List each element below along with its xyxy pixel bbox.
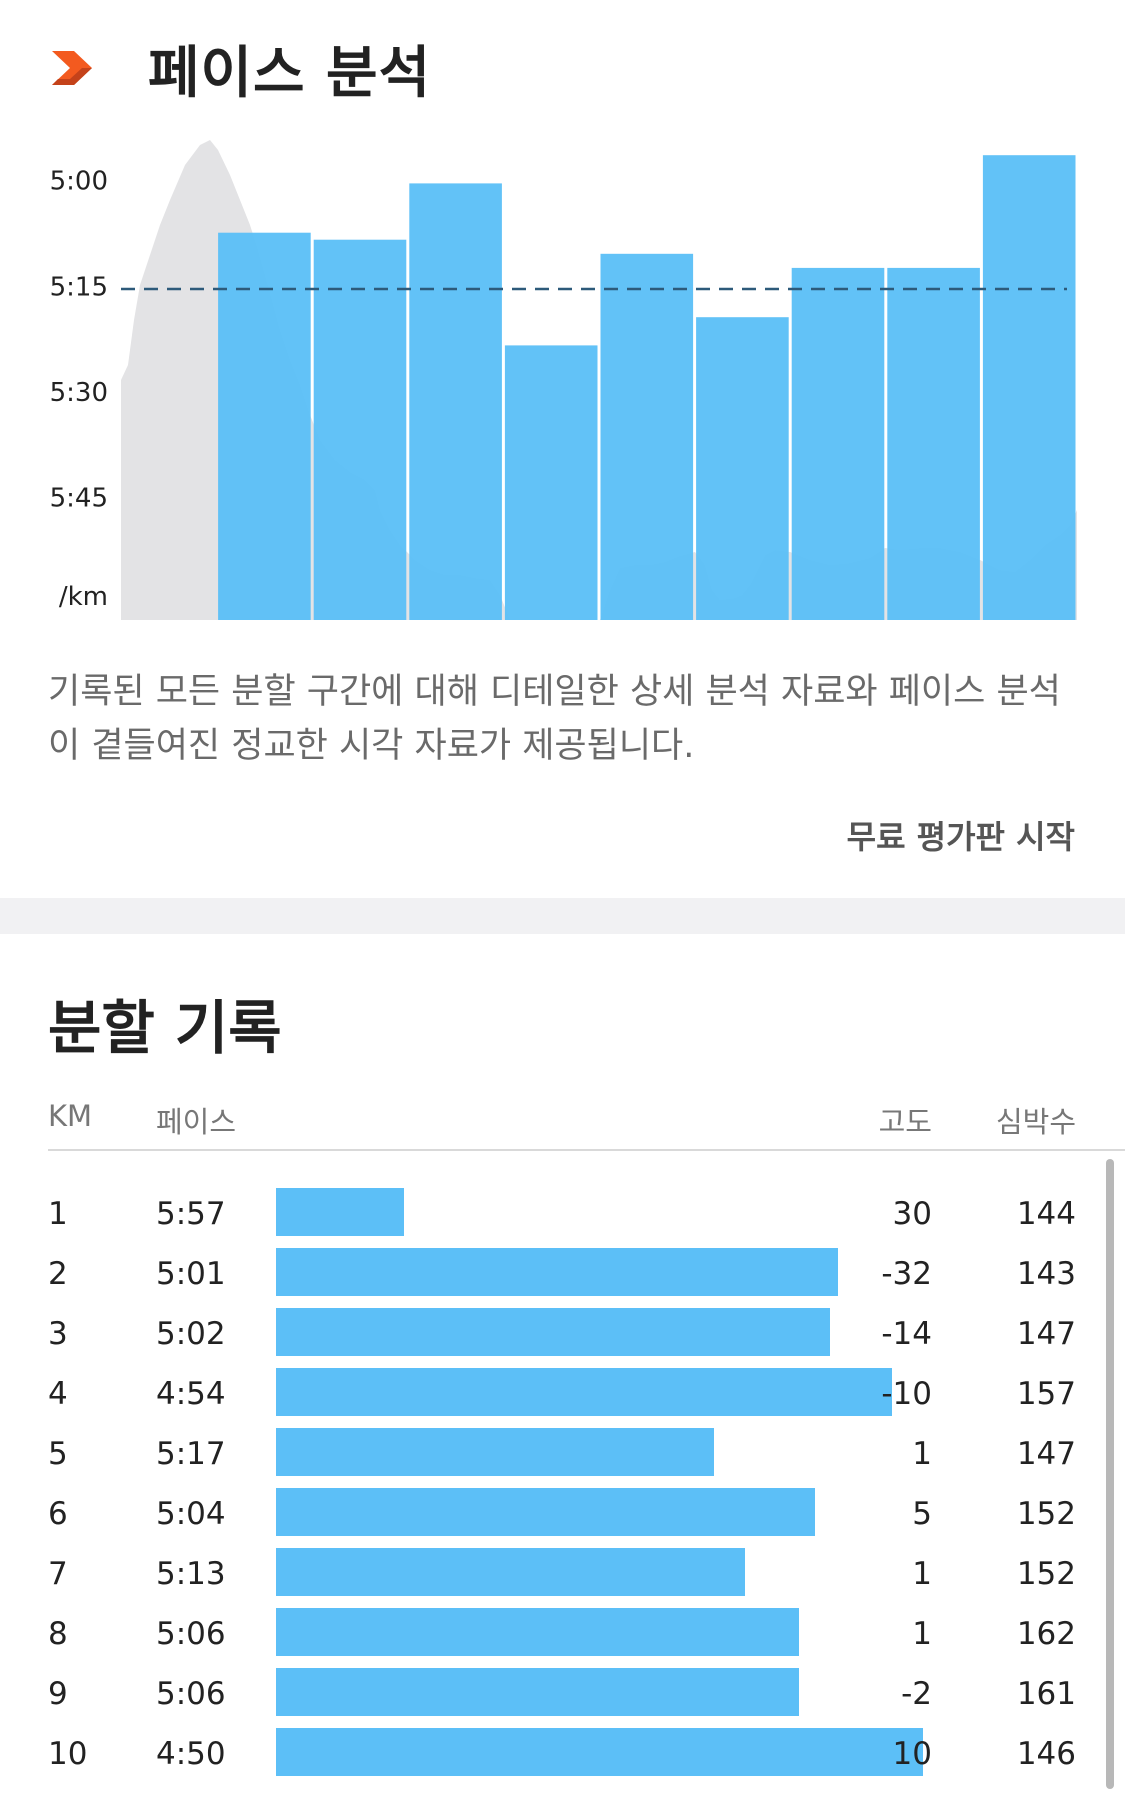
split-elevation: -10 [881,1376,932,1412]
split-km: 5 [48,1436,68,1472]
split-pace-bar [276,1428,714,1476]
split-row: 2 5:01 -32 143 [0,1244,1125,1304]
split-heart-rate: 157 [1016,1376,1076,1412]
split-pace: 5:17 [156,1436,226,1472]
pace-bars [218,155,1076,621]
split-pace-bar [276,1608,799,1656]
pace-bar [504,345,598,620]
split-heart-rate: 161 [1016,1676,1076,1712]
col-header-heart-rate: 심박수 [995,1105,1076,1139]
pace-bar [409,183,502,620]
pace-analysis-section: 페이스 분석 5:00 5:15 5:30 5:45 /km 기록된 모든 분할 구간… [0,0,1125,898]
y-tick-label: 5:30 [50,378,108,408]
section-divider [0,898,1125,934]
split-pace: 5:01 [156,1256,226,1292]
header-divider [48,1149,1125,1151]
split-pace: 5:06 [156,1616,226,1652]
splits-title: 분할 기록 [48,994,282,1062]
split-row: 10 4:50 10 146 [0,1724,1125,1784]
pace-chart: 5:00 5:15 5:30 5:45 /km [50,140,1077,621]
pace-bar [218,232,311,620]
split-heart-rate: 143 [1016,1256,1076,1292]
scrollbar[interactable] [1106,1159,1114,1789]
split-elevation: 5 [912,1496,932,1532]
y-tick-label: 5:45 [50,484,108,514]
split-elevation: 10 [892,1736,932,1772]
pace-analysis-header: 페이스 분석 [52,28,431,108]
split-row: 8 5:06 1 162 [0,1604,1125,1664]
pace-bar [313,239,407,620]
pace-bar [982,155,1076,620]
split-pace-bar [276,1188,404,1236]
split-km: 10 [48,1736,88,1772]
split-pace: 5:06 [156,1676,226,1712]
split-row: 5 5:17 1 147 [0,1424,1125,1484]
split-row: 1 5:57 30 144 [0,1184,1125,1244]
pace-analysis-description: 기록된 모든 분할 구간에 대해 디테일한 상세 분석 자료와 페이스 분석이 … [48,672,1061,766]
split-elevation: 1 [912,1436,932,1472]
split-heart-rate: 146 [1016,1736,1076,1772]
split-row: 7 5:13 1 152 [0,1544,1125,1604]
split-pace-bar [276,1308,830,1356]
y-axis-unit-label: /km [59,582,108,612]
split-pace: 5:04 [156,1496,226,1532]
col-header-pace: 페이스 [156,1105,237,1139]
split-km: 2 [48,1256,68,1292]
split-elevation: -2 [901,1676,932,1712]
split-heart-rate: 147 [1016,1436,1076,1472]
split-pace: 5:02 [156,1316,226,1352]
start-free-trial-link[interactable]: 무료 평가판 시작 [846,818,1075,856]
split-heart-rate: 144 [1016,1196,1076,1232]
split-pace: 5:13 [156,1556,226,1592]
split-pace-bar [276,1728,923,1776]
split-pace-bar [276,1548,745,1596]
split-row: 9 5:06 -2 161 [0,1664,1125,1724]
pace-analysis-title: 페이스 분석 [148,40,432,106]
split-row: 3 5:02 -14 147 [0,1304,1125,1364]
split-pace: 4:54 [156,1376,226,1412]
split-km: 1 [48,1196,68,1232]
split-elevation: 1 [912,1556,932,1592]
split-heart-rate: 147 [1016,1316,1076,1352]
splits-section: 분할 기록 KM 페이스 고도 심박수 1 5:57 30 144 2 5:01 -32 14… [0,934,1125,1803]
split-elevation: -32 [881,1256,932,1292]
split-elevation: 30 [892,1196,932,1232]
pace-bar [791,267,885,620]
col-header-km: KM [48,1099,93,1133]
split-pace-bar [276,1488,815,1536]
split-pace-bar [276,1668,799,1716]
split-km: 3 [48,1316,68,1352]
strava-chevron-icon [52,51,92,85]
split-row: 4 4:54 -10 157 [0,1364,1125,1424]
split-heart-rate: 162 [1016,1616,1076,1652]
split-pace-bar [276,1248,838,1296]
y-tick-label: 5:00 [50,167,108,197]
split-elevation: -14 [881,1316,932,1352]
pace-bar [696,317,789,620]
pace-bar [600,253,694,621]
y-axis-ticks: 5:00 5:15 5:30 5:45 [50,167,108,514]
split-heart-rate: 152 [1016,1556,1076,1592]
split-row: 6 5:04 5 152 [0,1484,1125,1544]
split-km: 8 [48,1616,68,1652]
split-elevation: 1 [912,1616,932,1652]
y-tick-label: 5:15 [50,272,108,302]
split-km: 7 [48,1556,68,1592]
col-header-elevation: 고도 [878,1105,932,1139]
split-km: 9 [48,1676,68,1712]
split-km: 6 [48,1496,68,1532]
split-pace: 4:50 [156,1736,226,1772]
split-km: 4 [48,1376,68,1412]
split-pace: 5:57 [156,1196,226,1232]
pace-bar [887,267,980,620]
split-pace-bar [276,1368,892,1416]
split-heart-rate: 152 [1016,1496,1076,1532]
